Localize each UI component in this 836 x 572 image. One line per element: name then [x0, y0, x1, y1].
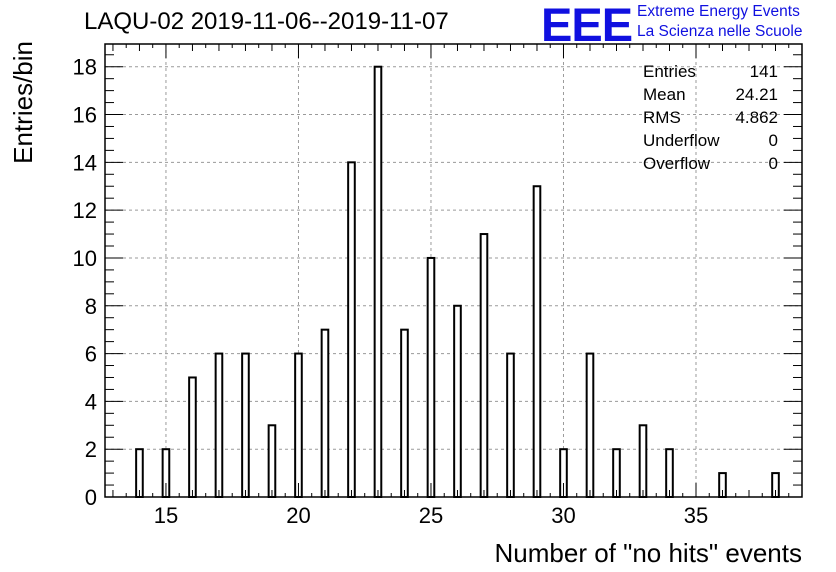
stats-label: Entries — [643, 62, 696, 81]
histogram-bar — [453, 304, 462, 498]
x-tick-label: 20 — [286, 503, 310, 528]
histogram-bar — [506, 352, 515, 498]
histogram-bar — [532, 185, 542, 498]
stats-value: 0 — [769, 131, 778, 150]
y-tick-label: 16 — [73, 103, 97, 128]
eee-logo: EEE — [541, 2, 633, 44]
axes-layer: 15 20 25 30 35 0 2 4 6 8 10 12 14 16 18 — [73, 43, 803, 528]
histogram-bar — [214, 352, 224, 498]
stats-value: 24.21 — [735, 85, 778, 104]
stats-label: Mean — [643, 85, 686, 104]
histogram-bar — [585, 352, 595, 498]
histogram-bar — [241, 352, 250, 498]
y-tick-label: 12 — [73, 198, 97, 223]
logo-caption-line1: Extreme Energy Events — [637, 3, 800, 20]
stats-label: Overflow — [643, 154, 711, 173]
y-tick-label: 10 — [73, 246, 97, 271]
histogram-bar — [320, 328, 330, 499]
x-tick-label: 15 — [154, 503, 178, 528]
x-tick-label: 25 — [419, 503, 443, 528]
x-tick-label: 35 — [684, 503, 708, 528]
y-tick-label: 8 — [85, 294, 97, 319]
histogram-bar — [267, 424, 277, 499]
y-tick-label: 4 — [85, 389, 97, 414]
histogram-bar — [665, 448, 674, 498]
y-tick-label: 18 — [73, 55, 97, 80]
y-tick-label: 6 — [85, 342, 97, 367]
histogram-bar — [373, 65, 383, 498]
logo-caption-line2: La Scienza nelle Scuole — [637, 23, 803, 40]
histogram-bar — [479, 233, 489, 498]
y-axis-title: Entries/bin — [8, 41, 38, 164]
histogram-bar — [400, 328, 409, 499]
histogram-bar — [294, 352, 303, 498]
histogram-bar — [612, 448, 621, 498]
chart-title: LAQU-02 2019-11-06--2019-11-07 — [84, 8, 449, 35]
histogram-bar — [188, 376, 197, 499]
stats-value: 141 — [750, 62, 778, 81]
stats-label: Underflow — [643, 131, 720, 150]
x-tick-label: 30 — [551, 503, 575, 528]
y-tick-label: 14 — [73, 150, 97, 175]
stats-label: RMS — [643, 108, 681, 127]
stats-value: 4.862 — [735, 108, 778, 127]
bars-layer — [135, 65, 780, 499]
histogram-bar — [638, 424, 648, 499]
plot-frame — [104, 43, 803, 498]
histogram-bar — [135, 448, 144, 498]
histogram-bar — [426, 256, 436, 498]
x-axis-title: Number of "no hits" events — [495, 538, 803, 568]
y-tick-label: 0 — [85, 485, 97, 510]
y-tick-label: 2 — [85, 437, 97, 462]
stats-box: Entries 141 Mean 24.21 RMS 4.862 Underflow 0 Ove… — [643, 62, 778, 173]
histogram-bar — [347, 161, 356, 499]
stats-value: 0 — [769, 154, 778, 173]
eee-logo-text: EEE — [541, 2, 632, 44]
